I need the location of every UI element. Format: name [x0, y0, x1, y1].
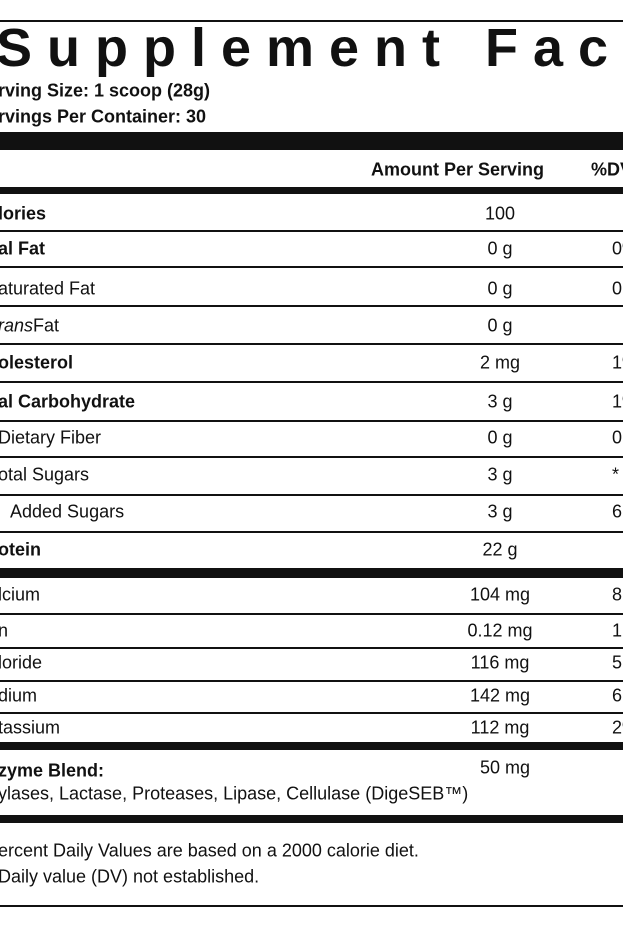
row-divider — [0, 531, 623, 533]
thick-rule — [0, 815, 623, 823]
nutrient-name: Dietary Fiber — [0, 427, 102, 448]
row-divider — [0, 647, 623, 649]
nutrient-name: dium — [0, 685, 38, 706]
amount: 0.12 mg — [467, 620, 533, 641]
row-divider — [0, 712, 623, 714]
blend-name: zyme Blend: — [0, 760, 105, 781]
footnote: Daily value (DV) not established. — [0, 866, 260, 887]
thick-rule — [0, 132, 623, 150]
daily-value: 5 — [612, 652, 623, 673]
nutrient-name: loride — [0, 652, 43, 673]
row-divider — [0, 305, 623, 307]
title: Supplement Facts — [0, 18, 623, 78]
thick-rule — [0, 187, 623, 194]
daily-value: * — [612, 464, 620, 485]
footnote: ercent Daily Values are based on a 2000 … — [0, 840, 419, 861]
bottom-rule — [0, 905, 623, 907]
amount: 142 mg — [469, 685, 531, 706]
row-divider — [0, 613, 623, 615]
amount: 100 — [484, 203, 516, 224]
daily-value: 6 — [612, 501, 623, 522]
nutrient-name: aturated Fat — [0, 278, 96, 299]
nutrient-name: otein — [0, 539, 41, 560]
thick-rule — [0, 742, 623, 750]
amount: 116 mg — [470, 652, 530, 673]
amount: 3 g — [487, 464, 513, 485]
row-divider — [0, 456, 623, 458]
amount: 0 g — [487, 427, 513, 448]
nutrient-name: tassium — [0, 717, 61, 738]
amount: 0 g — [487, 238, 513, 259]
amount: 3 g — [487, 501, 513, 522]
row-divider — [0, 230, 623, 232]
nutrient-name: lcium — [0, 584, 41, 605]
amount: 3 g — [487, 391, 513, 412]
serving-size: rving Size: 1 scoop (28g) — [0, 80, 211, 101]
row-divider — [0, 494, 623, 496]
thick-rule — [0, 568, 623, 578]
daily-value: 0% — [612, 238, 623, 259]
nutrient-name: n — [0, 620, 9, 641]
daily-value: 1% — [612, 391, 623, 412]
amount: 0 g — [487, 315, 513, 336]
nutrient-name: rans — [0, 315, 34, 336]
nutrient-name: otal Sugars — [0, 464, 90, 485]
dv-header: %DV — [591, 159, 623, 180]
amount: 22 g — [482, 539, 518, 560]
daily-value: 6 — [612, 685, 623, 706]
daily-value: 2% — [612, 717, 623, 738]
amount: 2 mg — [479, 352, 521, 373]
row-divider — [0, 343, 623, 345]
nutrient-name: al Fat — [0, 238, 46, 259]
daily-value: 0 — [612, 278, 623, 299]
blend-ingredients: ylases, Lactase, Proteases, Lipase, Cell… — [0, 783, 469, 804]
amount: 0 g — [487, 278, 513, 299]
nutrient-name: Fat — [33, 315, 60, 336]
daily-value: 1 — [612, 620, 623, 641]
nutrient-name: al Carbohydrate — [0, 391, 136, 412]
amount: 104 mg — [469, 584, 531, 605]
servings-per-container: rvings Per Container: 30 — [0, 106, 207, 127]
row-divider — [0, 266, 623, 268]
nutrient-name: Added Sugars — [10, 501, 125, 522]
row-divider — [0, 381, 623, 383]
nutrient-name: olesterol — [0, 352, 74, 373]
daily-value: 8 — [612, 584, 623, 605]
daily-value: 0 — [612, 427, 623, 448]
daily-value: 1% — [612, 352, 623, 373]
nutrient-name: lories — [0, 203, 47, 224]
row-divider — [0, 680, 623, 682]
amount-header: Amount Per Serving — [371, 159, 545, 180]
blend-amount: 50 mg — [479, 757, 531, 778]
amount: 112 mg — [470, 717, 530, 738]
row-divider — [0, 420, 623, 422]
top-rule — [0, 20, 623, 22]
